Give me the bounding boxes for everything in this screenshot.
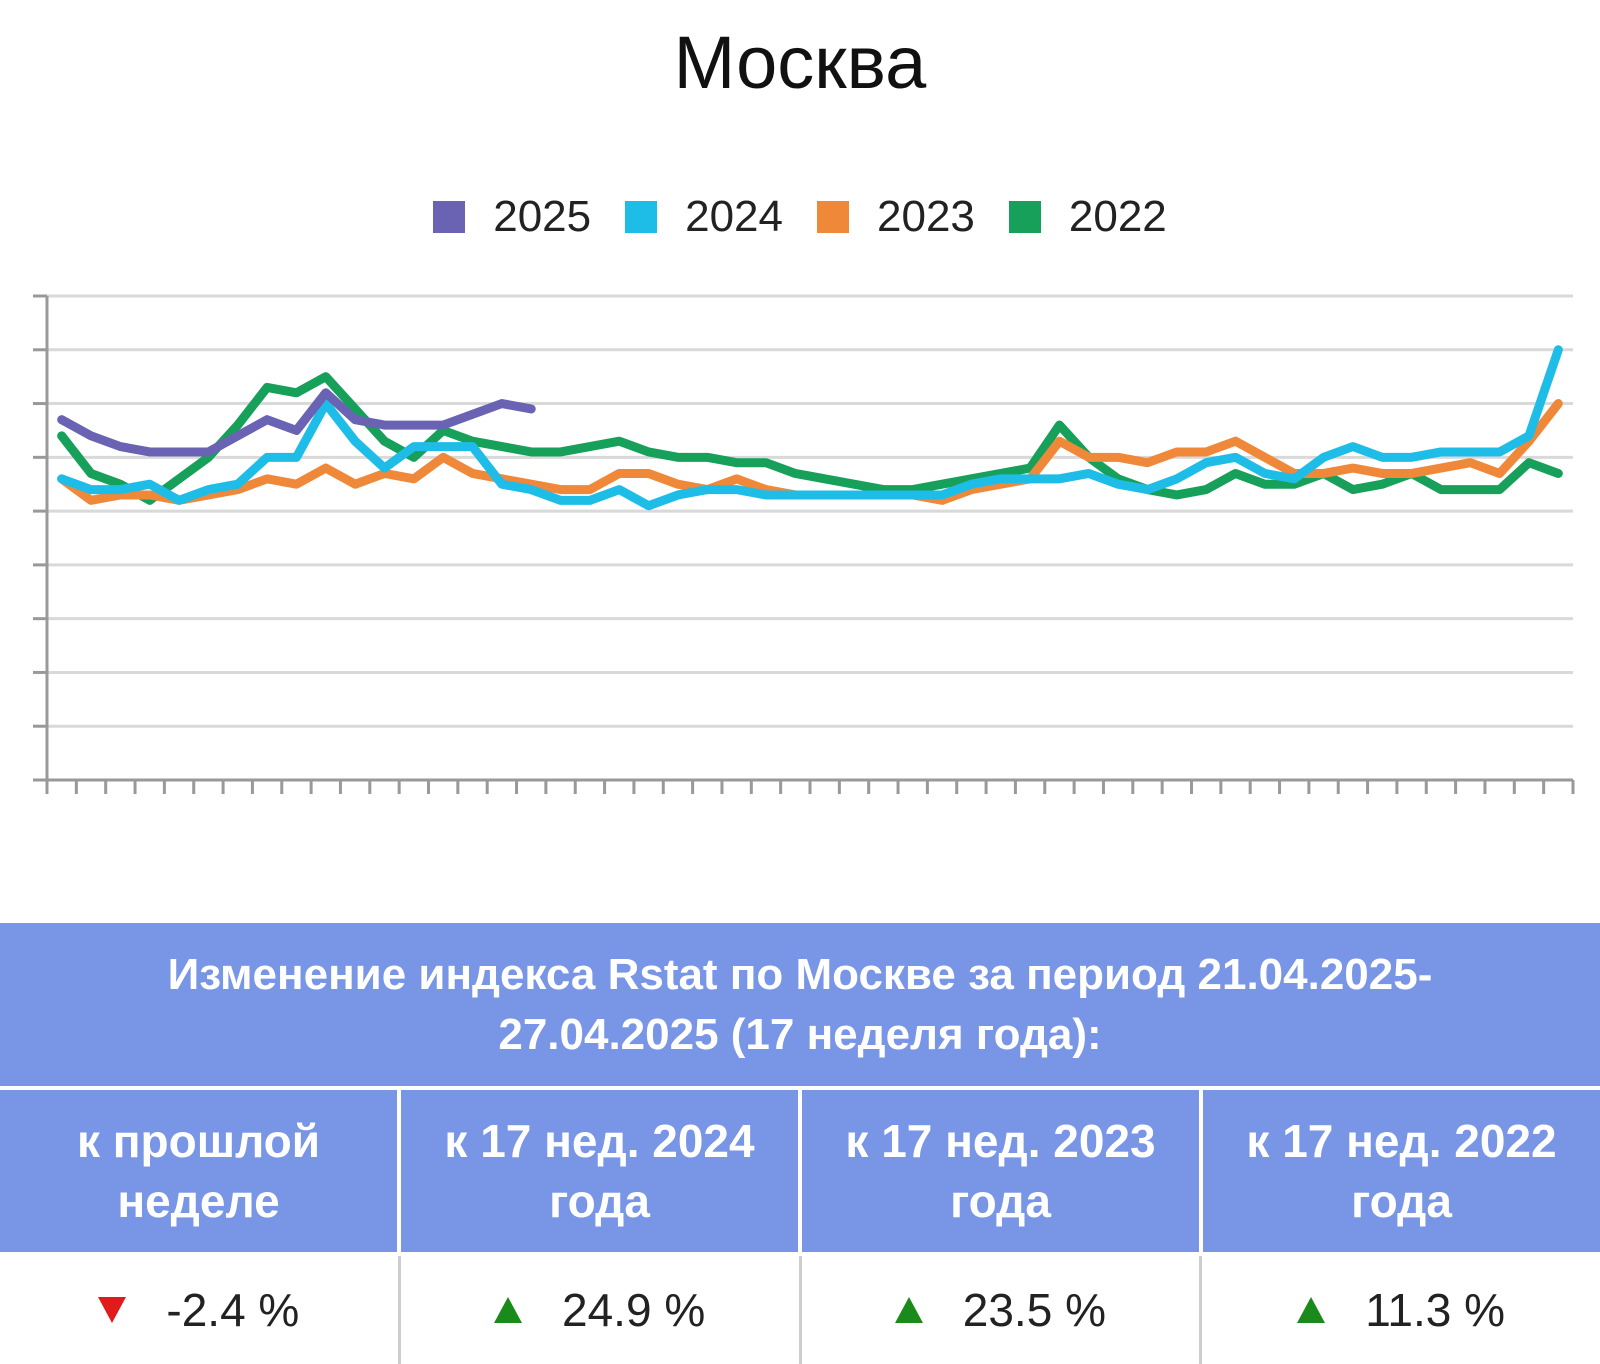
legend-swatch [817, 201, 849, 233]
value-text: -2.4 % [166, 1284, 300, 1336]
legend-entry: 2024 [625, 192, 783, 242]
value-row: -2.4 % 24.9 % 23.5 % 11.3 % [0, 1256, 1600, 1364]
legend: 2025 2024 2023 2022 [0, 192, 1600, 242]
up-arrow [894, 1297, 923, 1323]
legend-label: 2022 [1068, 192, 1167, 241]
value-cell: 11.3 % [1199, 1256, 1600, 1364]
legend-label: 2023 [877, 192, 975, 241]
down-arrow [98, 1297, 127, 1323]
legend-label: 2025 [493, 192, 592, 241]
value-text: 11.3 % [1365, 1284, 1506, 1336]
legend-label: 2024 [685, 192, 783, 241]
line-series [57, 372, 1563, 505]
legend-entry: 2025 [433, 192, 591, 242]
line-series [57, 345, 1563, 511]
value-cell: -2.4 % [0, 1256, 398, 1364]
legend-entry: 2023 [817, 192, 975, 242]
value-text: 23.5 % [962, 1284, 1106, 1336]
up-arrow [1297, 1297, 1326, 1323]
chart [33, 294, 1575, 794]
header-cell: к прошлой неделе [0, 1090, 397, 1252]
up-arrow [494, 1297, 523, 1323]
value-text: 24.9 % [562, 1284, 706, 1336]
legend-swatch [1008, 201, 1041, 233]
legend-entry: 2022 [1008, 192, 1167, 242]
header-cell: к 17 нед. 2023 года [798, 1090, 1199, 1252]
line-series [57, 388, 536, 457]
table-title: Изменение индекса Rstat по Москве за пер… [0, 923, 1600, 1086]
value-cell: 23.5 % [798, 1256, 1200, 1364]
header-cell: к 17 нед. 2022 года [1199, 1090, 1600, 1252]
header-row: к прошлой неделе к 17 нед. 2024 года к 1… [0, 1090, 1600, 1252]
chart-title: Москва [673, 21, 927, 104]
legend-swatch [625, 201, 658, 233]
header-cell: к 17 нед. 2024 года [397, 1090, 798, 1252]
legend-swatch [433, 201, 466, 233]
value-cell: 24.9 % [397, 1256, 799, 1364]
